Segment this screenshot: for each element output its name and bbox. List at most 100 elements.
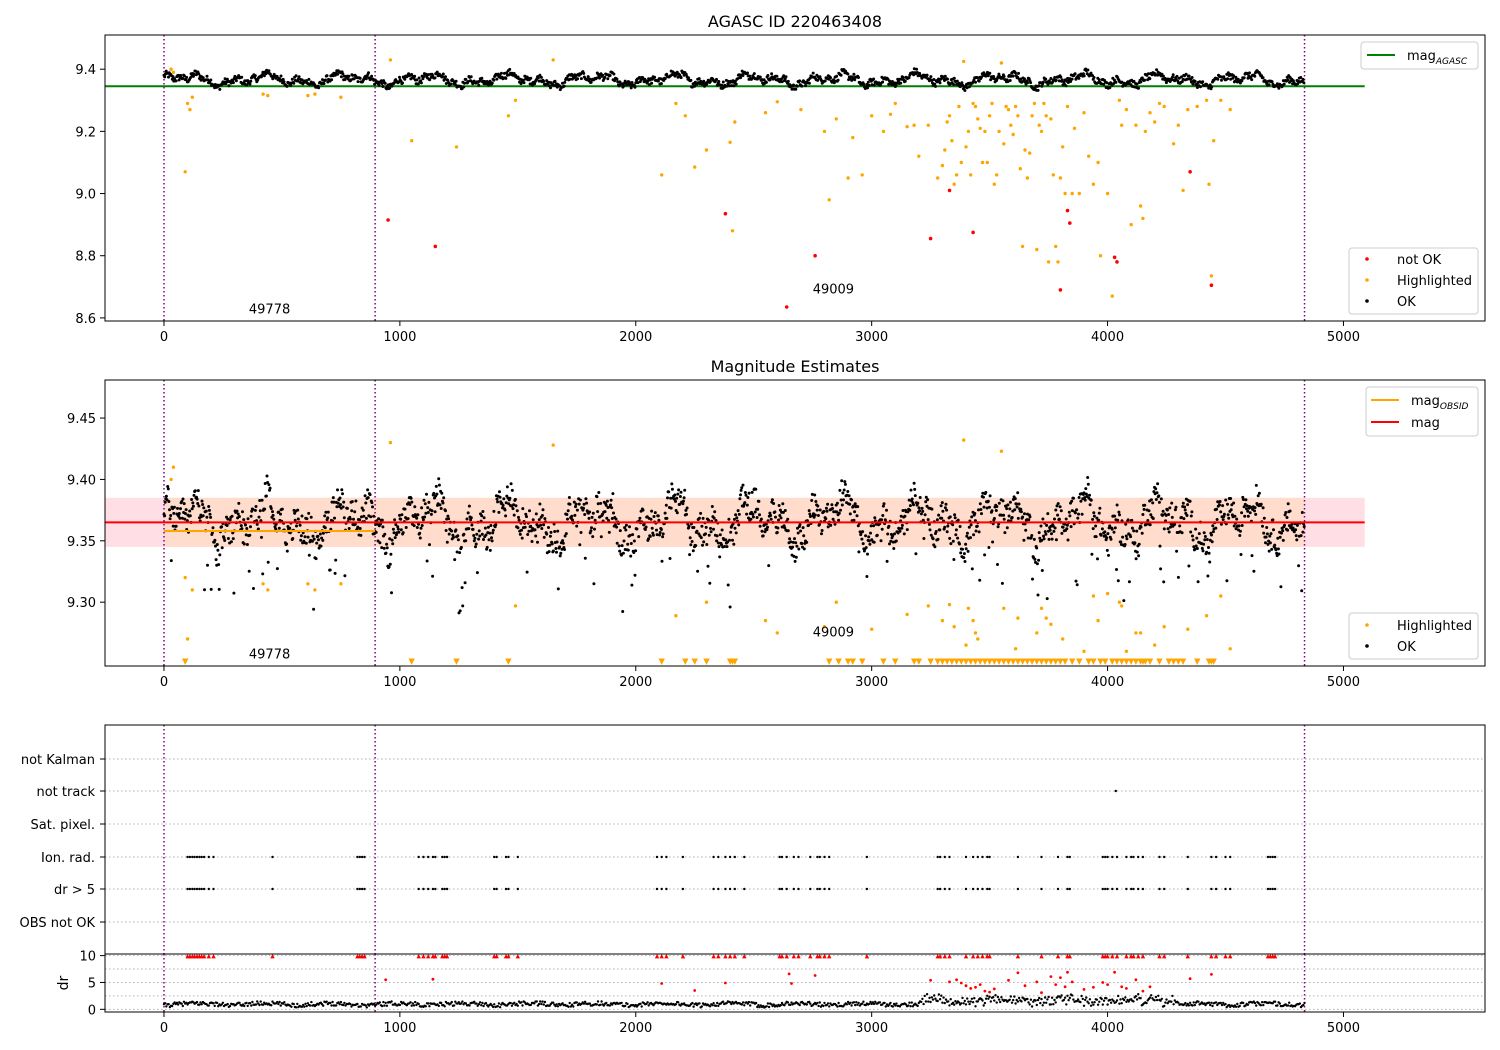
ok-point xyxy=(678,502,682,506)
ok-point xyxy=(536,540,539,544)
highlighted-point xyxy=(1105,591,1110,596)
ok-point xyxy=(677,488,681,492)
ok-point xyxy=(475,532,479,536)
dr-ok-point xyxy=(891,1005,895,1008)
ok-point xyxy=(432,491,436,495)
dr-ok-point xyxy=(1022,997,1025,1000)
ok-point xyxy=(1003,531,1007,535)
ok-point xyxy=(1167,530,1171,534)
dr-ok-point xyxy=(1049,1003,1053,1006)
ion-rad-flag xyxy=(1115,855,1119,859)
dr-not-ok-point xyxy=(1134,978,1138,982)
dr-ok-point xyxy=(639,1002,642,1005)
ok-point xyxy=(908,504,912,508)
dr-ok-point xyxy=(1000,996,1003,999)
ok-point xyxy=(618,549,622,553)
highlighted-point xyxy=(973,104,978,109)
highlighted-point xyxy=(1153,120,1157,124)
ok-point xyxy=(1037,531,1041,535)
ok-point xyxy=(667,490,671,494)
ok-point xyxy=(488,548,492,552)
dr-gt-5-flag xyxy=(1130,887,1133,891)
ok-point xyxy=(1107,553,1110,557)
ok-point xyxy=(769,514,773,517)
ok-point xyxy=(1211,530,1215,534)
ok-point xyxy=(899,81,903,85)
ok-point xyxy=(1092,514,1096,518)
ok-point xyxy=(1193,79,1197,83)
dr-not-ok-point xyxy=(929,978,932,982)
obsid-label: 49778 xyxy=(249,648,290,663)
ok-point xyxy=(952,558,956,561)
ok-point xyxy=(839,508,842,512)
dr-ok-point xyxy=(424,1005,427,1008)
ok-point xyxy=(1015,502,1018,506)
ok-point xyxy=(333,516,336,520)
ok-point xyxy=(1274,548,1278,552)
dr-ok-point xyxy=(982,1004,985,1007)
dr-ok-point xyxy=(1047,995,1050,999)
ok-point xyxy=(1210,540,1214,544)
dr-ok-point xyxy=(1046,998,1049,1001)
ok-point xyxy=(1074,579,1078,583)
ok-point xyxy=(412,515,416,518)
ok-point xyxy=(316,534,320,538)
ok-point xyxy=(431,574,435,578)
highlighted-offscale-marker xyxy=(1127,658,1135,665)
ok-point xyxy=(872,540,876,544)
ok-point xyxy=(245,83,249,87)
ok-point xyxy=(848,502,852,506)
ok-point xyxy=(760,529,764,533)
dr-ok-point xyxy=(922,1002,925,1006)
ok-point xyxy=(1076,516,1080,520)
dr-not-ok-point xyxy=(693,989,697,992)
dr-gt-5-flag xyxy=(1137,887,1140,891)
ok-point xyxy=(508,67,512,71)
ok-point xyxy=(309,515,313,519)
ok-point xyxy=(837,511,841,515)
ok-point xyxy=(575,508,579,512)
ok-point xyxy=(1203,535,1207,538)
ok-point xyxy=(510,488,514,492)
ion-rad-flag xyxy=(417,855,420,859)
ion-rad-flag xyxy=(938,855,942,859)
ok-point xyxy=(1140,531,1144,535)
ok-point xyxy=(969,536,972,540)
ok-point xyxy=(1157,500,1161,504)
ok-point xyxy=(793,537,796,541)
dr-ok-point xyxy=(964,1003,968,1006)
ok-point xyxy=(1009,74,1013,78)
ok-point xyxy=(632,539,636,543)
dr-ok-point xyxy=(342,1003,345,1007)
ok-point xyxy=(1248,71,1251,75)
ok-point xyxy=(816,504,820,508)
ok-point xyxy=(1210,85,1214,89)
ok-point xyxy=(1159,567,1163,571)
dr-ok-point xyxy=(356,1002,359,1006)
obsid-label: 49009 xyxy=(813,282,854,297)
ok-point xyxy=(637,535,641,539)
ok-point xyxy=(255,522,259,526)
ok-point xyxy=(599,501,603,505)
ok-point xyxy=(1084,492,1088,496)
ok-point xyxy=(699,536,703,540)
ok-point xyxy=(328,568,332,572)
ok-point xyxy=(277,526,281,530)
ok-point xyxy=(945,530,949,534)
dr-ok-point xyxy=(491,1005,495,1009)
ok-point xyxy=(231,531,235,535)
highlighted-offscale-marker xyxy=(849,658,856,665)
highlighted-point xyxy=(888,112,893,117)
x-tick-label: 0 xyxy=(160,675,168,690)
dr-ok-point xyxy=(1207,1001,1211,1004)
highlighted-offscale-marker xyxy=(991,658,998,665)
ok-point xyxy=(1066,538,1070,542)
ok-point xyxy=(1177,76,1181,80)
ok-point xyxy=(700,524,704,528)
dr-ok-point xyxy=(382,1000,385,1004)
ok-point xyxy=(1240,511,1244,515)
highlighted-point xyxy=(940,163,945,168)
ok-point xyxy=(294,74,298,78)
ok-point xyxy=(862,82,866,86)
dr-gt-5-flag xyxy=(828,887,831,891)
